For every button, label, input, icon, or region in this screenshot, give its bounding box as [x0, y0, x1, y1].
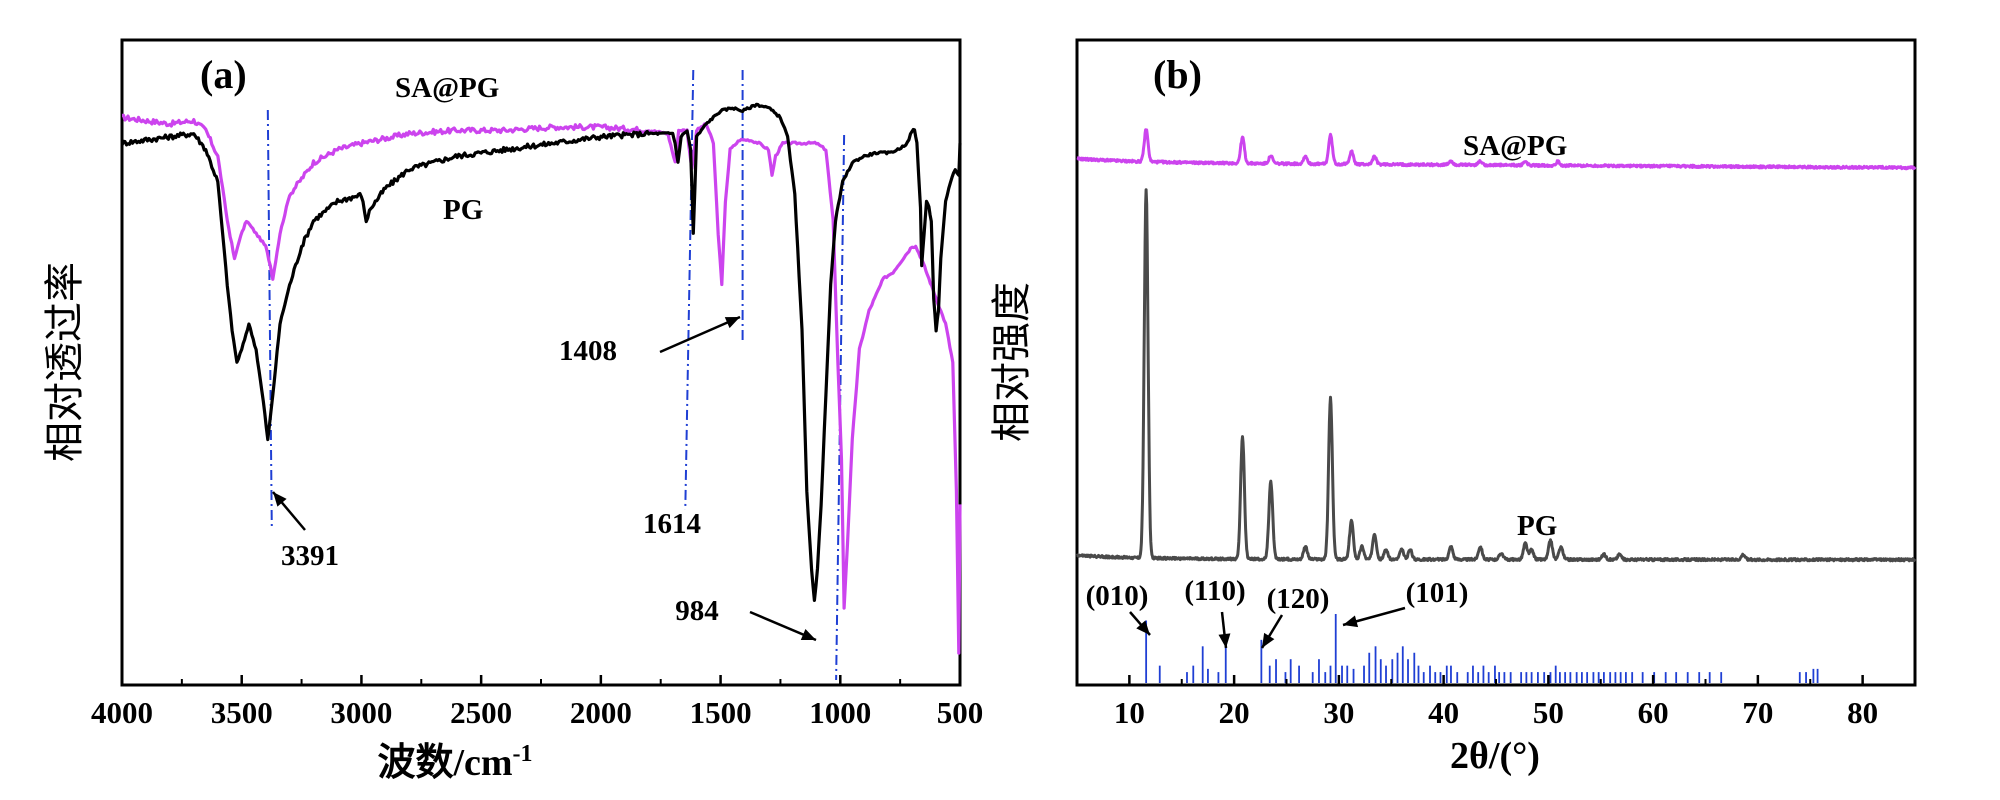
- b-tick-label-40: 40: [1428, 695, 1459, 730]
- hkl-arrow-010: [1129, 611, 1151, 636]
- panel-b-label: (b): [1153, 52, 1202, 97]
- panel-a-frame: [120, 38, 962, 687]
- annotation-3391: 3391: [281, 540, 339, 572]
- b-tick-label-10: 10: [1114, 695, 1145, 730]
- a-tick-label-3000: 3000: [330, 695, 392, 730]
- guide-line-984: [835, 134, 846, 681]
- hkl-arrow-101: [1342, 606, 1406, 628]
- series-pg-ftir: [120, 102, 962, 602]
- series-sapg-ftir: [121, 113, 962, 655]
- hkl-arrow-110: [1218, 611, 1231, 649]
- a-tick-label-4000: 4000: [91, 695, 153, 730]
- series-sapg-xrd: [1076, 128, 1917, 171]
- series-pg-xrd: [1075, 188, 1917, 563]
- panel-b-xrd: 10 20 30 40 50 60 70 80 (010) (110) (120) (101) (b…: [989, 38, 1917, 777]
- panel-b-label-sapg: SA@PG: [1463, 130, 1567, 162]
- panel-b-label-pg: PG: [1517, 510, 1557, 542]
- annotation-arrow-984: [749, 610, 817, 642]
- annotation-arrow-3391: [272, 491, 306, 531]
- a-tick-label-2500: 2500: [450, 695, 512, 730]
- guide-line-1614: [684, 69, 695, 511]
- a-tick-label-500: 500: [937, 695, 984, 730]
- hkl-arrow-120: [1260, 614, 1284, 649]
- hkl-label-101: (101): [1406, 577, 1469, 609]
- panel-a-ylabel: 相对透过率: [42, 262, 88, 462]
- b-tick-label-50: 50: [1533, 695, 1564, 730]
- b-tick-label-80: 80: [1847, 695, 1878, 730]
- a-tick-label-2000: 2000: [570, 695, 632, 730]
- b-tick-label-30: 30: [1323, 695, 1354, 730]
- b-tick-label-60: 60: [1638, 695, 1669, 730]
- a-tick-label-1500: 1500: [690, 695, 752, 730]
- annotation-1408: 1408: [559, 335, 617, 367]
- panel-a-xlabel-sup: -1: [513, 741, 533, 767]
- hkl-label-010: (010): [1086, 580, 1149, 612]
- panel-b-xlabel: 2θ/(°): [1450, 735, 1540, 777]
- b-tick-label-70: 70: [1742, 695, 1773, 730]
- panel-a-label: (a): [200, 52, 247, 97]
- b-tick-label-20: 20: [1219, 695, 1250, 730]
- annotation-984: 984: [675, 595, 719, 627]
- annotation-1614: 1614: [643, 508, 701, 540]
- panel-b-ylabel: 相对强度: [989, 282, 1035, 442]
- hkl-label-120: (120): [1267, 583, 1330, 615]
- hkl-label-110: (110): [1184, 575, 1245, 607]
- a-tick-label-1000: 1000: [809, 695, 871, 730]
- guide-line-3391: [266, 109, 273, 531]
- panel-a-xlabel-main: 波数/cm: [377, 742, 512, 784]
- a-tick-label-3500: 3500: [211, 695, 273, 730]
- panel-a-label-sapg: SA@PG: [395, 72, 499, 104]
- panel-a-ftir: 4000 3500 3000 2500 2000 1500 1000 500 3391 1614…: [42, 38, 984, 784]
- annotation-arrow-1408: [659, 315, 741, 354]
- panel-a-xlabel: 波数/cm-1: [377, 741, 532, 784]
- panel-a-label-pg: PG: [443, 194, 483, 226]
